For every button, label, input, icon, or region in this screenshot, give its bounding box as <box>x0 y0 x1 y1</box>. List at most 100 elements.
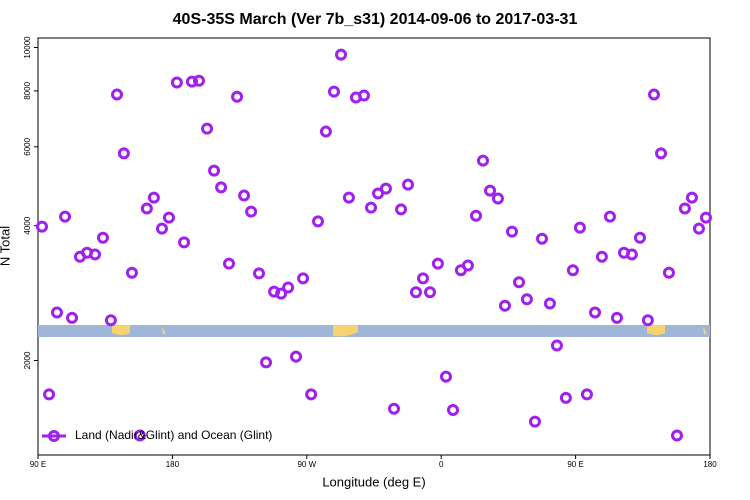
x-tick-label: 90 E <box>30 460 46 469</box>
point <box>147 191 160 204</box>
legend-marker <box>48 430 60 442</box>
point <box>402 178 415 191</box>
x-tick-label: 0 <box>439 460 444 469</box>
point <box>201 122 214 135</box>
point <box>595 250 608 263</box>
point <box>178 236 191 249</box>
point <box>505 225 518 238</box>
point <box>275 287 288 300</box>
point <box>312 215 324 228</box>
point <box>477 154 490 167</box>
point <box>96 231 109 244</box>
point <box>162 211 175 224</box>
point <box>260 356 273 369</box>
point <box>484 184 497 197</box>
x-tick-label: 90 W <box>297 460 316 469</box>
y-tick-label: 8000 <box>23 81 32 99</box>
point <box>641 314 654 327</box>
y-tick-label: 6000 <box>23 137 32 155</box>
point <box>253 267 266 280</box>
x-tick-label: 90 E <box>567 460 583 469</box>
point <box>685 191 698 204</box>
point <box>655 147 668 160</box>
point <box>43 388 56 401</box>
point <box>185 75 198 88</box>
point <box>699 211 712 224</box>
point <box>245 205 258 218</box>
point <box>603 210 616 223</box>
point <box>648 88 660 101</box>
legend-label: Land (Nadir&Glint) and Ocean (Glint) <box>75 428 272 442</box>
point <box>550 339 563 352</box>
point <box>589 306 602 319</box>
point <box>439 370 452 383</box>
point <box>566 264 579 277</box>
point <box>50 306 63 319</box>
point <box>446 404 459 417</box>
y-tick-label: 10000 <box>23 36 32 59</box>
point <box>416 272 429 285</box>
y-tick-label: 2000 <box>23 351 32 369</box>
point <box>140 202 153 215</box>
point <box>625 248 638 261</box>
point <box>334 48 347 61</box>
point <box>192 74 205 87</box>
point <box>36 220 49 233</box>
point <box>170 76 183 89</box>
point <box>357 89 370 102</box>
point <box>133 429 146 442</box>
y-axis-label: N Total <box>0 226 12 266</box>
x-tick-label: 180 <box>703 460 717 469</box>
point <box>117 147 130 160</box>
point <box>610 311 623 324</box>
point <box>559 391 572 404</box>
point <box>104 314 117 327</box>
point <box>461 259 474 272</box>
point <box>215 181 228 194</box>
point <box>573 221 586 234</box>
point <box>238 189 251 202</box>
point <box>125 266 138 279</box>
point <box>409 286 422 299</box>
point <box>282 281 295 294</box>
point <box>424 286 436 299</box>
point <box>222 257 235 270</box>
point <box>66 311 79 324</box>
point <box>498 299 511 312</box>
point <box>692 222 705 235</box>
point <box>208 164 221 177</box>
point <box>379 182 392 195</box>
point <box>327 85 340 98</box>
point <box>536 232 548 245</box>
point <box>528 415 541 428</box>
point <box>543 297 556 310</box>
plot-frame <box>37 37 711 456</box>
point <box>305 388 318 401</box>
point <box>520 293 533 306</box>
point <box>491 192 504 205</box>
point <box>110 88 123 101</box>
x-axis-label: Longitude (deg E) <box>322 474 425 489</box>
point <box>231 90 244 103</box>
point <box>319 125 332 138</box>
point <box>662 266 675 279</box>
point <box>678 202 691 215</box>
map-strip <box>38 325 710 337</box>
point <box>388 402 401 415</box>
point <box>59 210 72 223</box>
point <box>297 272 310 285</box>
chart-title: 40S-35S March (Ver 7b_s31) 2014-09-06 to… <box>173 11 578 28</box>
point <box>633 231 646 244</box>
y-tick-label: 4000 <box>23 216 32 234</box>
point <box>580 388 593 401</box>
point <box>342 191 355 204</box>
point <box>469 209 482 222</box>
point <box>431 257 444 270</box>
point <box>395 203 408 216</box>
point <box>155 222 168 235</box>
point <box>290 350 303 363</box>
x-tick-label: 180 <box>166 460 180 469</box>
point <box>670 429 683 442</box>
point <box>513 276 526 289</box>
